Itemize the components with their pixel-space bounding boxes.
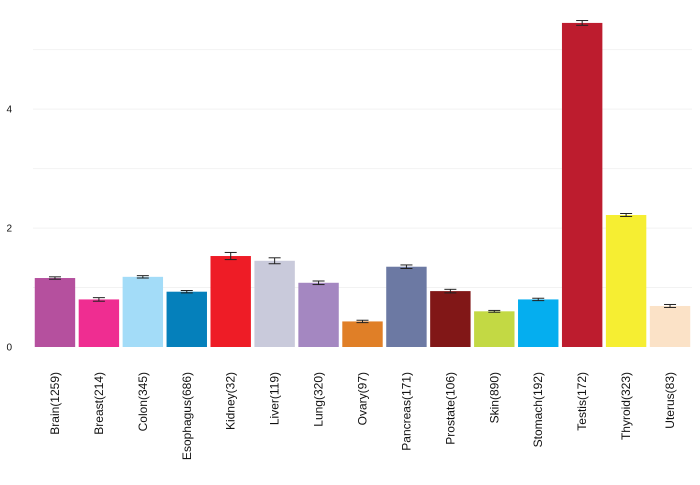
x-tick-label: Testis(172)	[575, 372, 589, 431]
x-tick-label: Pancreas(171)	[399, 372, 413, 451]
error-bar	[312, 280, 325, 286]
error-bar	[664, 303, 677, 308]
x-tick-label: Breast(214)	[92, 372, 106, 435]
error-bar	[48, 276, 61, 280]
error-bar	[488, 309, 501, 313]
error-bar	[532, 297, 545, 302]
bars	[34, 22, 691, 347]
bar	[166, 291, 207, 347]
x-tick-label: Lung(320)	[312, 372, 326, 427]
bar	[518, 299, 559, 347]
bar	[605, 214, 647, 347]
y-tick-labels: 0 2 4	[6, 105, 12, 354]
bar	[34, 278, 76, 347]
error-bar	[268, 257, 281, 265]
error-bar	[92, 297, 105, 302]
bar	[430, 291, 471, 347]
error-bar	[400, 264, 413, 270]
bar	[298, 282, 339, 347]
x-tick-label: Thyroid(323)	[619, 372, 633, 440]
error-bars	[48, 20, 677, 324]
x-tick-label: Stomach(192)	[531, 372, 545, 447]
x-tick-label: Liver(119)	[268, 372, 282, 425]
bar	[649, 305, 691, 347]
bar	[210, 256, 251, 347]
error-bar	[180, 290, 193, 294]
x-tick-label: Esophagus(686)	[180, 372, 194, 460]
x-tick-labels: Brain(1259) Breast(214) Colon(345) Esophagu…	[48, 372, 677, 460]
y-tick-label: 0	[6, 343, 12, 354]
error-bar	[444, 288, 457, 294]
error-bar	[224, 251, 237, 261]
x-tick-label: Colon(345)	[136, 372, 150, 431]
error-bar	[576, 20, 589, 26]
bar	[474, 311, 515, 347]
x-tick-label: Kidney(32)	[224, 372, 238, 430]
error-bar	[620, 213, 633, 217]
x-tick-label: Uterus(83)	[663, 372, 677, 429]
y-tick-label: 4	[6, 105, 12, 116]
bar	[254, 260, 295, 347]
x-tick-label: Brain(1259)	[48, 372, 62, 435]
error-bar	[356, 319, 369, 324]
bar	[561, 22, 603, 347]
x-tick-label: Skin(890)	[487, 372, 501, 423]
y-tick-label: 2	[6, 224, 12, 235]
bar	[78, 299, 120, 347]
x-tick-label: Prostate(106)	[443, 372, 457, 445]
x-tick-label: Ovary(97)	[356, 372, 370, 425]
bar	[342, 321, 383, 347]
error-bar	[136, 275, 149, 279]
bar	[122, 276, 164, 347]
bar	[386, 266, 427, 347]
